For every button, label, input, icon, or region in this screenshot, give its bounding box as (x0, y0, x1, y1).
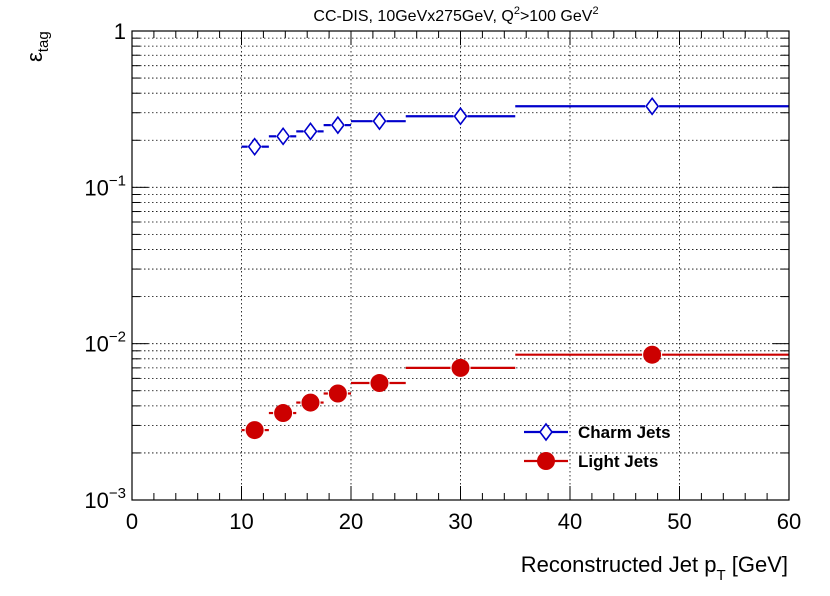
legend-marker (537, 452, 555, 470)
series-light-jets (241, 345, 789, 440)
chart-title-sup2: 2 (592, 5, 598, 17)
x-tick-label: 40 (558, 509, 582, 534)
x-axis-label-sub: T (716, 567, 725, 584)
y-axis-label: εtag (22, 31, 52, 62)
y-tick-label: 10−1 (84, 172, 126, 200)
y-tick-exponent: −3 (109, 485, 126, 502)
data-point (330, 115, 345, 135)
plot-frame (131, 30, 790, 501)
legend-label: Charm Jets (578, 423, 671, 442)
data-point (303, 122, 318, 141)
y-axis-label-sub: tag (35, 31, 52, 52)
data-point (276, 126, 291, 146)
y-tick-label: 10−2 (84, 329, 126, 357)
y-tick-label: 1 (114, 19, 126, 44)
data-point (328, 384, 347, 403)
legend-label: Light Jets (578, 452, 658, 471)
y-tick-exponent: −2 (109, 329, 126, 346)
chart-title-sup1: 2 (514, 5, 520, 17)
legend-marker (539, 422, 553, 442)
y-tick-label: 10−3 (84, 485, 126, 513)
y-tick-base: 1 (114, 19, 126, 44)
data-point (247, 137, 262, 157)
x-tick-label: 0 (126, 509, 138, 534)
x-tick-label: 50 (667, 509, 691, 534)
legend: Charm Jets Light Jets (524, 422, 671, 471)
data-point (643, 345, 662, 364)
y-tick-base: 10 (84, 175, 108, 200)
x-tick-label: 20 (339, 509, 363, 534)
y-tick-base: 10 (84, 332, 108, 357)
x-tick-label: 60 (777, 509, 801, 534)
chart-title-main: CC-DIS, 10GeVx275GeV, Q (313, 8, 513, 25)
x-tick-label: 30 (448, 509, 472, 534)
grid-lines (132, 31, 789, 501)
chart-title-mid: >100 GeV (520, 8, 593, 25)
x-tick-label: 10 (229, 509, 253, 534)
y-tick-exponent: −1 (109, 172, 126, 189)
y-tick-base: 10 (84, 488, 108, 513)
data-point (370, 374, 389, 393)
data-point (453, 106, 468, 126)
y-axis-label-main: ε (22, 52, 47, 62)
data-point (372, 111, 387, 131)
chart-title: CC-DIS, 10GeVx275GeV, Q2>100 GeV2 (313, 5, 598, 25)
data-point (645, 96, 660, 116)
data-point (274, 404, 293, 423)
data-series (241, 96, 789, 440)
x-axis-label-main: Reconstructed Jet p (521, 552, 717, 577)
series-charm-jets (241, 96, 789, 157)
x-axis-label: Reconstructed Jet pT [GeV] (521, 552, 788, 584)
data-point (245, 421, 264, 440)
data-point (451, 358, 470, 377)
x-axis-label-unit: [GeV] (726, 552, 788, 577)
data-point (301, 393, 320, 412)
